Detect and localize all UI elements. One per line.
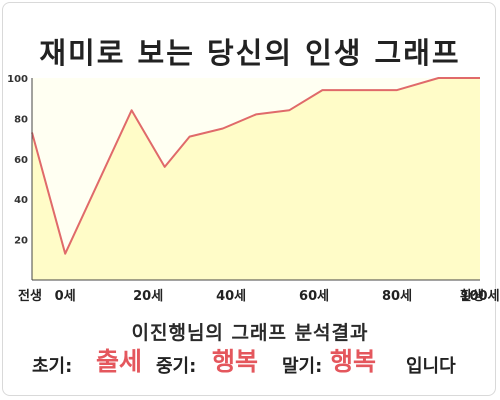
late-value: 행복 bbox=[330, 347, 377, 376]
y-tick-label: 20 bbox=[14, 236, 28, 247]
mid-value: 행복 bbox=[212, 347, 259, 376]
x-tick-label: 40세 bbox=[216, 289, 246, 304]
x-tick-label: 전생 bbox=[18, 288, 42, 304]
y-tick-label: 80 bbox=[14, 114, 28, 125]
life-area-fill bbox=[32, 78, 480, 280]
verdict-suffix: 입니다 bbox=[406, 356, 456, 377]
y-tick-label: 40 bbox=[14, 195, 28, 206]
analysis-subtitle: 이진행님의 그래프 분석결과 bbox=[131, 322, 369, 344]
x-tick-label: 0세 bbox=[55, 289, 76, 304]
panel-frame bbox=[2, 2, 496, 396]
early-label: 초기: bbox=[32, 356, 73, 377]
x-tick-label: 60세 bbox=[299, 289, 329, 304]
y-tick-labels: 20 40 60 80 100 bbox=[7, 74, 28, 247]
x-tick-label: 20세 bbox=[133, 289, 163, 304]
mid-label: 중기: bbox=[156, 356, 197, 377]
x-tick-label: 80세 bbox=[382, 289, 412, 304]
life-line bbox=[31, 77, 480, 255]
early-value: 출세 bbox=[96, 347, 143, 376]
analysis-verdict: 초기: 출세 중기: 행복 말기: 행복 입니다 bbox=[0, 346, 500, 382]
x-tick-label: 100세 bbox=[460, 289, 499, 304]
y-tick-label: 60 bbox=[14, 155, 28, 166]
chart-title: 재미로 보는 당신의 인생 그래프 bbox=[39, 36, 461, 70]
y-tick-label: 100 bbox=[7, 74, 28, 85]
late-label: 말기: bbox=[282, 356, 323, 377]
x-tick-label: 환생 bbox=[460, 288, 484, 304]
